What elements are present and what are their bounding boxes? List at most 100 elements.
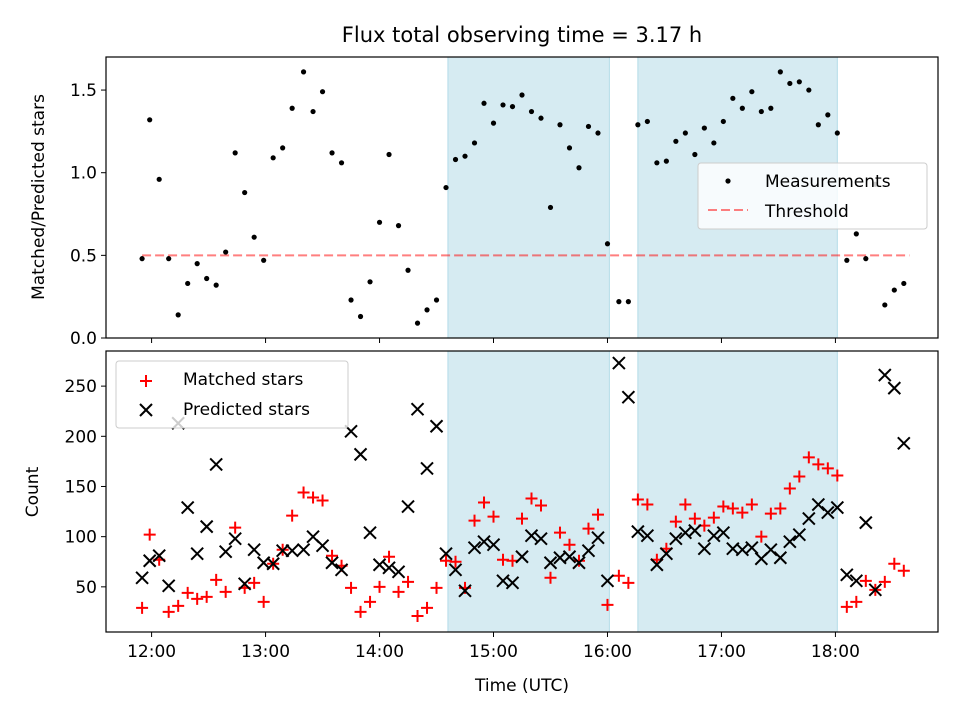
- measurement-point: [386, 151, 392, 158]
- x-tick-label: 15:00: [469, 642, 518, 662]
- matched-star-point: [229, 521, 242, 534]
- measurement-point: [576, 165, 582, 171]
- ratio-marks: [139, 69, 910, 326]
- matched-star-point: [402, 575, 415, 588]
- predicted-star-point: [716, 525, 731, 540]
- measurement-point: [357, 313, 364, 320]
- predicted-star-point: [477, 534, 491, 549]
- predicted-star-point: [391, 565, 406, 579]
- predicted-star-point: [486, 537, 501, 552]
- matched-star-point: [793, 470, 806, 483]
- ratio-y-axis: 0.0 0.5 1.0 1.5: [70, 81, 106, 349]
- measurement-point: [261, 257, 267, 263]
- measurement-point: [367, 279, 373, 285]
- measurement-point: [711, 140, 717, 146]
- measurement-point: [376, 219, 383, 225]
- measurement-point: [289, 105, 295, 111]
- predicted-star-point: [543, 556, 558, 570]
- measurement-point: [616, 299, 622, 305]
- matched-star-point: [392, 585, 405, 598]
- matched-star-point: [421, 601, 434, 614]
- measurement-point: [901, 280, 907, 287]
- predicted-star-point: [707, 528, 721, 543]
- matched-star-point: [553, 526, 566, 539]
- matched-star-point: [802, 451, 815, 464]
- ratio-y-label: Matched/Predicted stars: [29, 94, 49, 300]
- predicted-star-point: [410, 402, 425, 416]
- predicted-star-point: [180, 500, 195, 515]
- matched-star-point: [736, 506, 749, 519]
- predicted-star-point: [764, 542, 778, 557]
- matched-star-point: [707, 511, 720, 524]
- legend-predicted-label: Predicted stars: [183, 400, 310, 420]
- count-y-tick-label: 50: [75, 578, 97, 598]
- measurement-point: [242, 189, 248, 196]
- matched-star-point: [622, 576, 635, 589]
- measurement-point: [175, 312, 181, 318]
- measurement-point: [749, 89, 755, 95]
- matched-star-point: [717, 500, 730, 513]
- measurement-point: [395, 223, 402, 229]
- measurement-point: [585, 123, 592, 130]
- measurement-point: [720, 118, 726, 125]
- measurement-point: [329, 150, 335, 156]
- predicted-star-point: [209, 457, 223, 472]
- legend-predicted-marker: [139, 403, 153, 417]
- predicted-star-point: [802, 511, 816, 526]
- count-y-tick-label: 100: [65, 528, 97, 548]
- measurement-point: [758, 108, 764, 115]
- measurement-point: [471, 140, 478, 146]
- matched-star-point: [563, 538, 576, 551]
- measurement-point: [557, 122, 563, 128]
- measurement-point: [692, 151, 698, 158]
- count-y-label: Count: [23, 466, 43, 517]
- measurement-point: [834, 130, 840, 136]
- matched-star-point: [136, 601, 149, 614]
- predicted-star-point: [849, 574, 864, 588]
- predicted-star-point: [562, 550, 577, 564]
- predicted-star-point: [840, 568, 854, 582]
- matched-star-point: [612, 569, 625, 582]
- x-tick-label: 13:00: [241, 642, 290, 662]
- predicted-star-point: [811, 497, 826, 512]
- predicted-star-point: [659, 547, 674, 561]
- measurement-point: [251, 234, 257, 240]
- measurement-point: [414, 320, 421, 326]
- predicted-star-point: [830, 500, 845, 515]
- predicted-star-point: [669, 531, 683, 546]
- measurement-point: [604, 241, 611, 247]
- predicted-star-point: [135, 571, 149, 585]
- measurement-point: [156, 176, 162, 182]
- matched-star-point: [478, 496, 491, 509]
- predicted-star-point: [429, 419, 444, 433]
- predicted-star-point: [621, 390, 636, 404]
- predicted-star-point: [439, 547, 453, 561]
- predicted-star-point: [228, 531, 242, 546]
- ratio-x-ticks: [151, 338, 836, 343]
- matched-star-point: [440, 554, 453, 567]
- ratio-y-tick-label: 0.0: [70, 329, 97, 349]
- matched-star-point: [257, 595, 270, 608]
- matched-star-point: [831, 469, 844, 482]
- measurement-point: [882, 302, 888, 308]
- predicted-star-point: [275, 544, 290, 558]
- count-y-tick-label: 200: [65, 427, 97, 447]
- predicted-star-point: [296, 542, 311, 557]
- predicted-star-point: [515, 550, 529, 564]
- matched-star-point: [516, 512, 528, 525]
- predicted-star-point: [218, 545, 233, 559]
- matched-star-point: [191, 592, 204, 605]
- predicted-star-point: [266, 557, 280, 571]
- x-axis-label: Time (UTC): [474, 676, 569, 696]
- measurement-point: [139, 256, 145, 262]
- predicted-star-point: [353, 447, 368, 462]
- matched-star-point: [888, 557, 901, 570]
- matched-star-point: [219, 585, 232, 598]
- measurement-point: [424, 307, 430, 313]
- matched-star-point: [534, 499, 547, 512]
- predicted-star-point: [372, 558, 387, 572]
- matched-star-point: [364, 595, 377, 608]
- matched-star-point: [755, 530, 768, 543]
- measurement-point: [509, 103, 516, 110]
